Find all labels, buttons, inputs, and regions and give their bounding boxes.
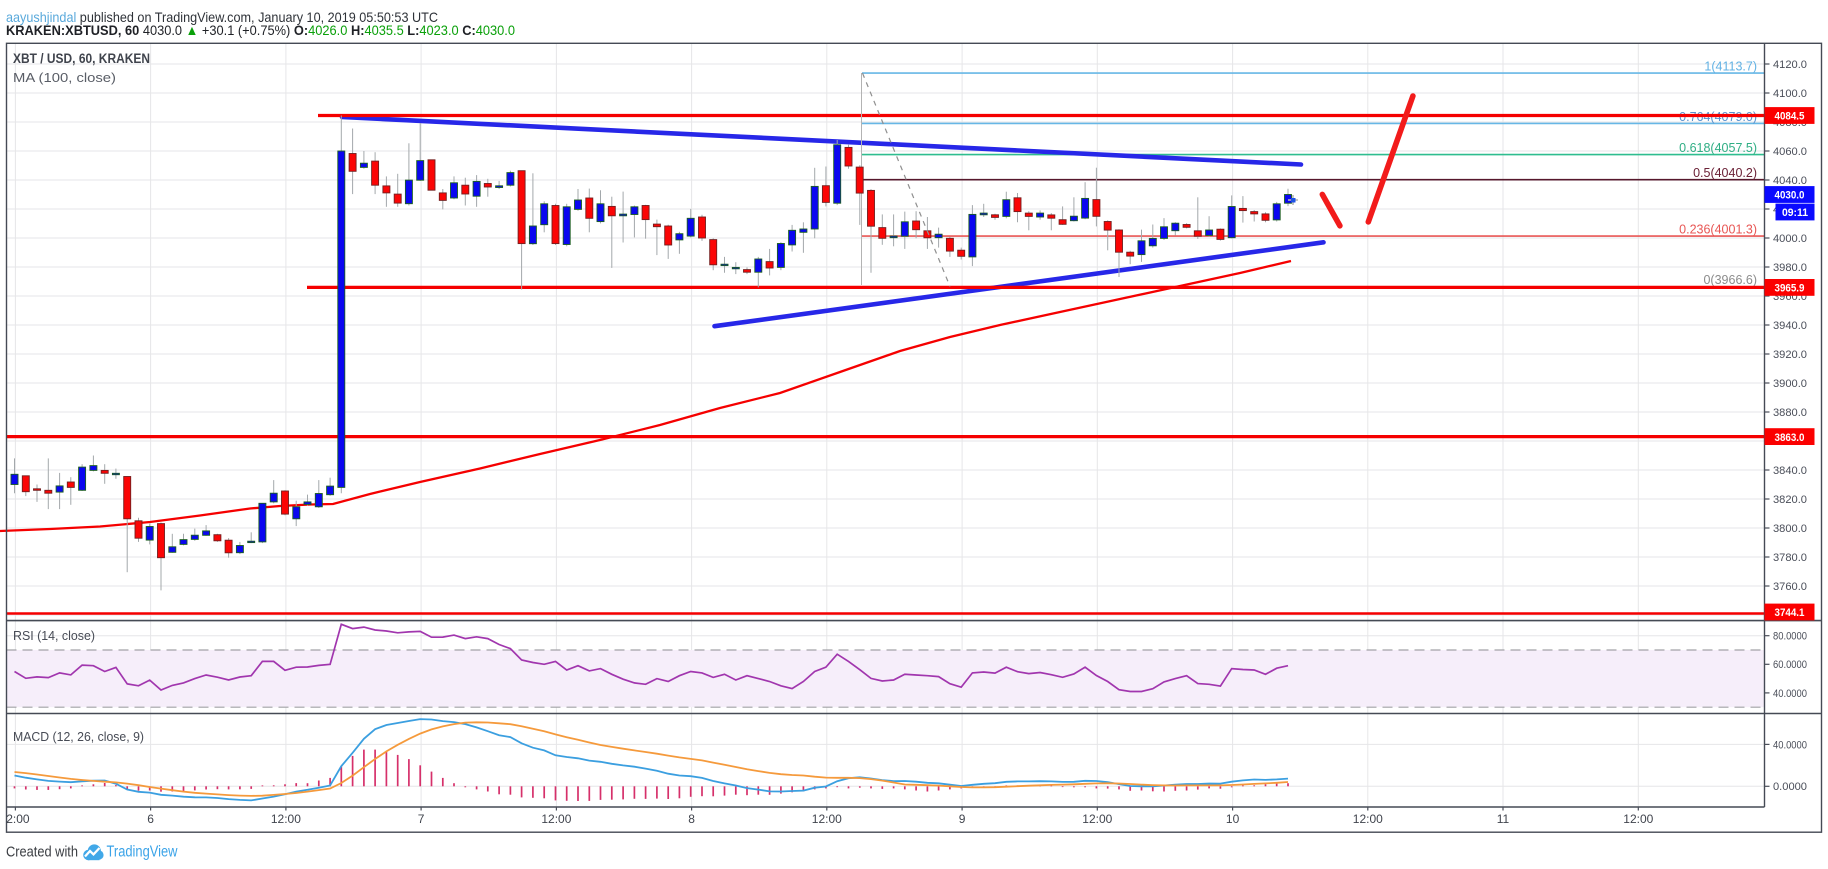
svg-text:4120.0: 4120.0 <box>1773 59 1807 71</box>
svg-text:3800.0: 3800.0 <box>1773 523 1807 535</box>
svg-text:3880.0: 3880.0 <box>1773 407 1807 419</box>
svg-text:0.0000: 0.0000 <box>1773 781 1807 793</box>
svg-text:12:00: 12:00 <box>541 812 571 826</box>
svg-text:9: 9 <box>959 812 966 826</box>
svg-text:Created with: Created with <box>6 844 78 861</box>
svg-text:0.618(4057.5): 0.618(4057.5) <box>1679 141 1757 155</box>
svg-text:0(3966.6): 0(3966.6) <box>1703 273 1757 287</box>
svg-text:3760.0: 3760.0 <box>1773 581 1807 593</box>
svg-text:12:00: 12:00 <box>1353 812 1383 826</box>
svg-text:MACD (12, 26, close, 9): MACD (12, 26, close, 9) <box>13 729 144 744</box>
svg-text:3780.0: 3780.0 <box>1773 552 1807 564</box>
svg-text:12:00: 12:00 <box>1623 812 1653 826</box>
svg-text:60.0000: 60.0000 <box>1773 659 1807 671</box>
svg-text:3920.0: 3920.0 <box>1773 349 1807 361</box>
svg-text:XBT / USD, 60, KRAKEN: XBT / USD, 60, KRAKEN <box>13 51 150 66</box>
svg-text:3863.0: 3863.0 <box>1775 432 1805 444</box>
svg-text:4000.0: 4000.0 <box>1773 233 1807 245</box>
svg-text:0.236(4001.3): 0.236(4001.3) <box>1679 223 1757 237</box>
svg-text:7: 7 <box>418 812 425 826</box>
svg-text:40.0000: 40.0000 <box>1773 739 1807 751</box>
svg-text:11: 11 <box>1497 812 1510 826</box>
svg-text:KRAKEN:XBTUSD, 60 4030.0 ▲ +3: KRAKEN:XBTUSD, 60 4030.0 ▲ +30.1 (+0.75%… <box>6 22 515 38</box>
svg-text:40.0000: 40.0000 <box>1773 688 1807 700</box>
svg-text:10: 10 <box>1226 812 1240 826</box>
svg-text:3840.0: 3840.0 <box>1773 465 1807 477</box>
svg-text:2:00: 2:00 <box>6 812 30 826</box>
svg-text:4030.0: 4030.0 <box>1775 190 1805 202</box>
svg-text:TradingView: TradingView <box>107 844 179 861</box>
svg-text:aayushjindal published on Trad: aayushjindal published on TradingView.co… <box>6 9 438 25</box>
svg-text:4100.0: 4100.0 <box>1773 88 1807 100</box>
svg-text:12:00: 12:00 <box>1082 812 1112 826</box>
svg-text:3980.0: 3980.0 <box>1773 262 1807 274</box>
svg-text:0.5(4040.2): 0.5(4040.2) <box>1693 166 1757 180</box>
svg-text:1(4113.7): 1(4113.7) <box>1704 60 1757 74</box>
svg-text:MA (100, close): MA (100, close) <box>13 70 116 85</box>
svg-text:12:00: 12:00 <box>812 812 842 826</box>
svg-text:RSI (14, close): RSI (14, close) <box>13 628 95 643</box>
svg-text:80.0000: 80.0000 <box>1773 631 1807 643</box>
svg-text:3965.9: 3965.9 <box>1775 283 1805 295</box>
svg-text:3820.0: 3820.0 <box>1773 494 1807 506</box>
svg-text:3744.1: 3744.1 <box>1775 607 1805 619</box>
svg-text:4060.0: 4060.0 <box>1773 146 1807 158</box>
svg-text:3940.0: 3940.0 <box>1773 320 1807 332</box>
svg-text:4040.0: 4040.0 <box>1773 175 1807 187</box>
svg-text:12:00: 12:00 <box>271 812 301 826</box>
svg-text:8: 8 <box>688 812 695 826</box>
svg-text:4084.5: 4084.5 <box>1775 111 1805 123</box>
svg-text:3900.0: 3900.0 <box>1773 378 1807 390</box>
svg-text:09:11: 09:11 <box>1782 207 1808 219</box>
svg-text:6: 6 <box>147 812 154 826</box>
